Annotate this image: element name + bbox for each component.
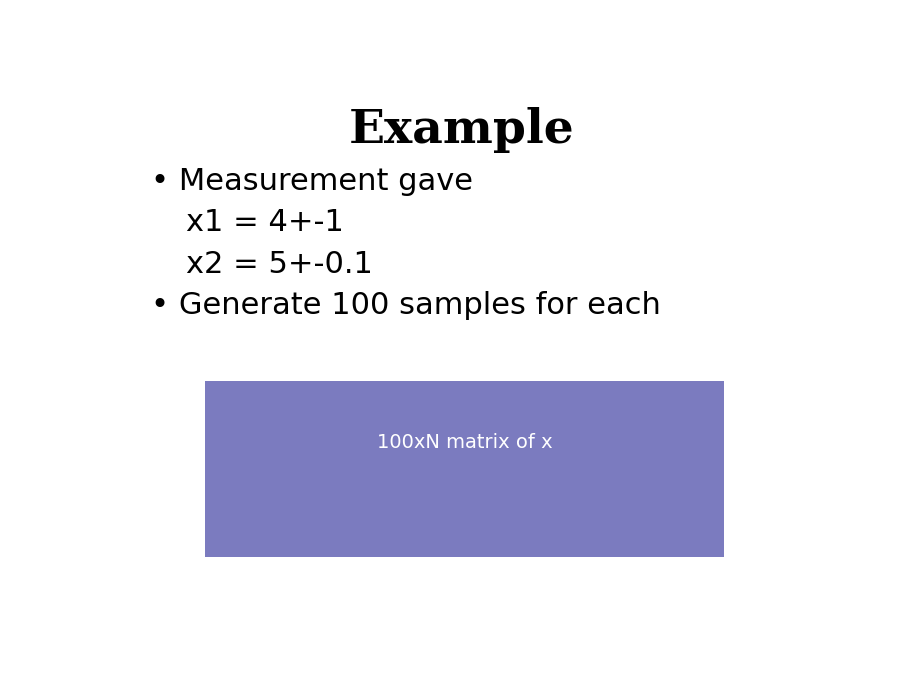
Text: x2 = 5+-0.1: x2 = 5+-0.1 <box>185 250 373 279</box>
Text: • Measurement gave: • Measurement gave <box>151 167 472 196</box>
Text: Example: Example <box>348 107 574 153</box>
Text: 100xN matrix of x: 100xN matrix of x <box>377 433 553 452</box>
Text: • Generate 100 samples for each: • Generate 100 samples for each <box>151 292 661 321</box>
Text: x1 = 4+-1: x1 = 4+-1 <box>185 209 344 238</box>
FancyBboxPatch shape <box>205 381 725 557</box>
